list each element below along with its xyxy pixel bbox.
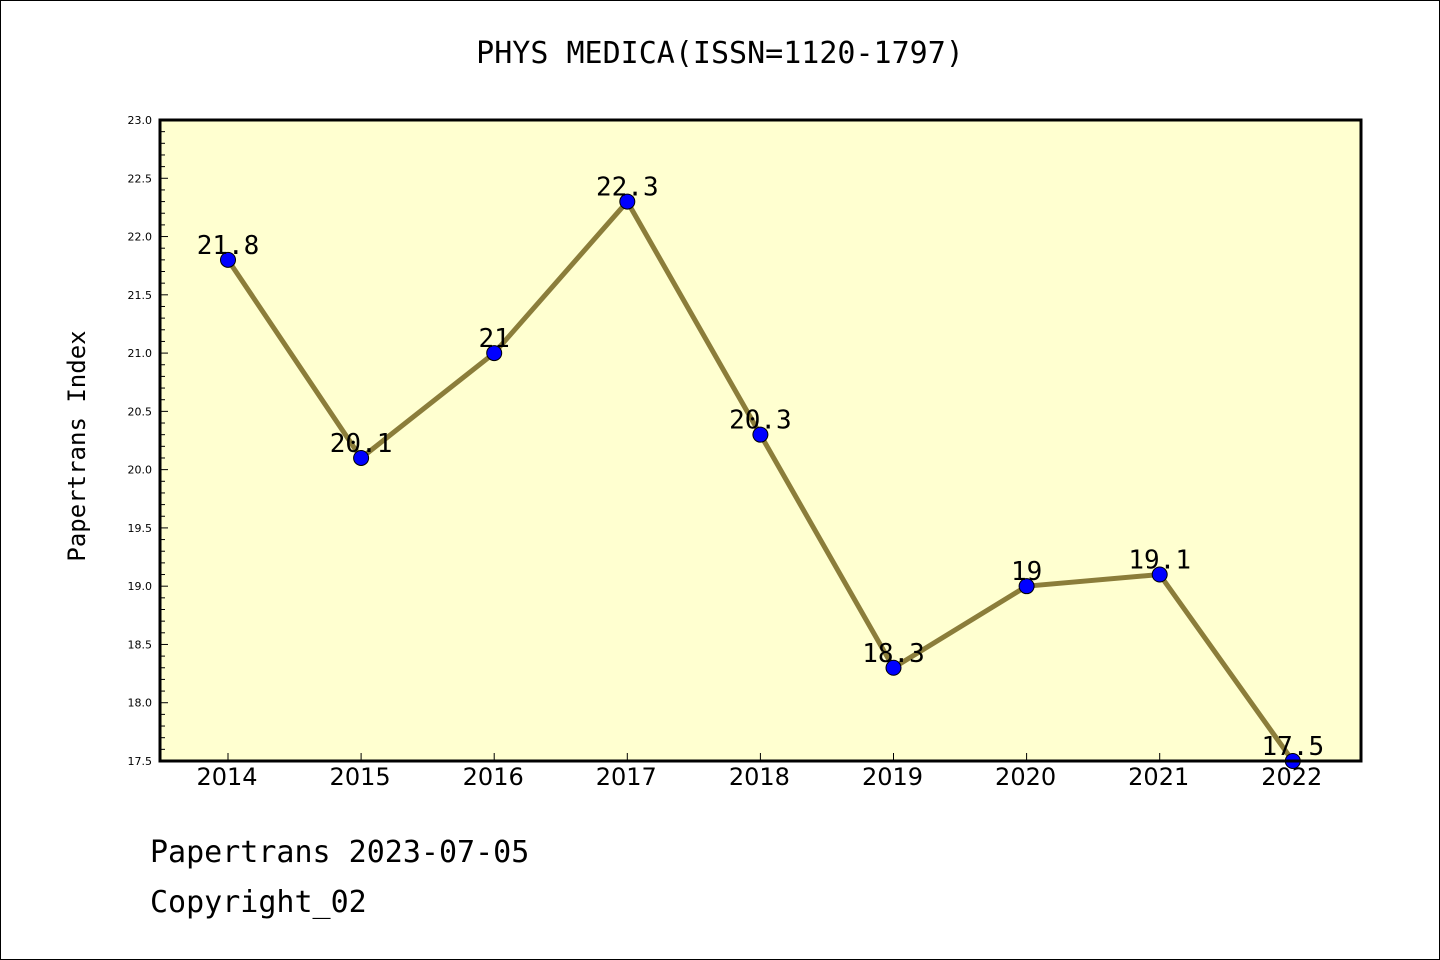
y-tick-label: 18.0: [128, 697, 153, 710]
data-point: [619, 193, 636, 210]
y-tick-label: 17.5: [128, 755, 153, 768]
data-point: [1151, 566, 1168, 583]
y-tick-label: 19.5: [128, 522, 153, 535]
x-axis-ticks: 2014 2015 2016 2017 2018 2019 2020 2021 2022: [196, 753, 1322, 791]
x-tick-label: 2019: [862, 763, 923, 791]
y-tick-label: 20.5: [128, 405, 153, 418]
data-label: 21: [479, 324, 510, 354]
data-label: 17.5: [1261, 732, 1324, 762]
data-point: [885, 659, 902, 676]
x-tick-label: 2015: [330, 763, 391, 791]
x-tick-label: 2018: [729, 763, 790, 791]
x-tick-label: 2014: [196, 763, 257, 791]
data-point: [486, 345, 503, 362]
data-markers: [220, 193, 1301, 769]
footer-date: Papertrans 2023-07-05: [150, 835, 530, 870]
plot-border: [158, 118, 1363, 763]
y-tick-label: 18.5: [128, 638, 153, 651]
data-point: [353, 449, 370, 466]
data-label: 21.8: [197, 231, 260, 261]
data-label: 18.3: [862, 639, 925, 669]
data-point: [1018, 578, 1035, 595]
x-tick-label: 2017: [596, 763, 657, 791]
y-tick-label: 21.5: [128, 289, 153, 302]
x-tick-label: 2021: [1128, 763, 1189, 791]
data-label: 22.3: [596, 173, 659, 203]
data-label: 19.1: [1128, 546, 1191, 576]
data-label: 20.3: [729, 406, 792, 436]
data-point: [220, 251, 236, 268]
y-tick-label: 20.0: [128, 464, 153, 477]
chart-title: PHYS MEDICA(ISSN=1120-1797): [476, 36, 964, 71]
data-labels: 21.8 20.1 21 22.3 20.3 18.3 19 19.1 17.5: [197, 173, 1324, 762]
x-tick-label: 2020: [995, 763, 1056, 791]
footer-copyright: Copyright_02: [150, 885, 367, 920]
data-label: 19: [1011, 557, 1042, 587]
x-tick-label: 2016: [463, 763, 524, 791]
data-label: 20.1: [330, 429, 393, 459]
y-tick-label: 22.0: [128, 231, 153, 244]
data-point: [752, 426, 769, 443]
y-tick-label: 22.5: [128, 172, 153, 185]
y-tick-label: 23.0: [128, 114, 153, 127]
y-tick-label: 19.0: [128, 580, 153, 593]
y-tick-label: 21.0: [128, 347, 153, 360]
